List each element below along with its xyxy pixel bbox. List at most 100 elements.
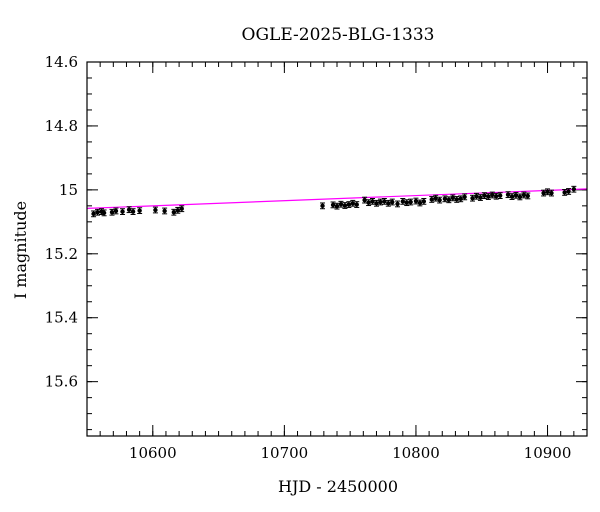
data-point — [446, 196, 452, 204]
point-marker — [91, 211, 96, 217]
x-tick-label: 10900 — [524, 444, 572, 462]
point-marker — [525, 193, 530, 199]
point-marker — [338, 202, 344, 207]
data-point — [120, 208, 126, 215]
point-marker — [334, 203, 340, 209]
data-point — [505, 191, 511, 199]
data-point — [421, 197, 427, 205]
point-marker — [330, 202, 336, 208]
point-marker — [113, 208, 119, 214]
data-point — [95, 208, 101, 216]
point-marker — [366, 200, 371, 205]
point-marker — [442, 196, 448, 202]
point-marker — [490, 192, 495, 198]
point-marker — [462, 194, 467, 200]
data-point — [346, 201, 352, 208]
point-marker — [378, 199, 383, 205]
point-marker — [354, 202, 359, 207]
data-point — [389, 198, 395, 206]
x-tick-label: 10800 — [392, 444, 440, 462]
point-marker — [458, 196, 463, 202]
plot-frame — [86, 61, 588, 437]
data-point — [334, 202, 340, 210]
point-marker — [374, 201, 379, 206]
data-point — [162, 207, 168, 215]
data-point — [377, 198, 383, 206]
point-marker — [175, 208, 180, 213]
y-tick-label: 15.6 — [45, 373, 78, 391]
data-point — [489, 191, 495, 199]
point-marker — [474, 194, 479, 199]
point-marker — [395, 201, 400, 207]
data-point — [450, 194, 456, 202]
data-points — [91, 185, 577, 218]
point-marker — [153, 207, 158, 213]
y-tick-label: 14.6 — [45, 53, 78, 71]
y-axis-label: I magnitude — [11, 201, 30, 299]
point-marker — [386, 201, 391, 206]
axis-ticks — [86, 61, 588, 436]
data-point — [571, 185, 577, 193]
data-point — [497, 192, 503, 199]
data-point — [485, 193, 491, 200]
data-point — [433, 194, 439, 202]
data-point — [442, 195, 448, 203]
model-line — [86, 188, 588, 210]
data-point — [179, 205, 185, 213]
y-tick-label: 15 — [59, 181, 78, 199]
data-point — [342, 202, 348, 209]
data-point — [470, 194, 476, 202]
point-marker — [454, 197, 459, 202]
data-point — [473, 192, 479, 200]
point-marker — [320, 203, 325, 209]
data-point — [137, 207, 143, 215]
point-marker — [470, 195, 475, 201]
data-point — [354, 201, 360, 208]
x-tick-label: 10700 — [261, 444, 309, 462]
data-point — [91, 210, 97, 218]
data-point — [330, 201, 336, 209]
data-point — [362, 196, 368, 204]
data-point — [493, 192, 499, 200]
data-point — [462, 193, 468, 201]
data-point — [171, 208, 177, 216]
data-point — [404, 199, 410, 207]
point-marker — [179, 206, 184, 211]
data-point — [113, 207, 119, 215]
point-marker — [509, 194, 515, 199]
data-point — [385, 199, 391, 207]
point-marker — [417, 200, 423, 206]
data-point — [545, 188, 551, 196]
data-point — [109, 208, 115, 216]
point-marker — [382, 199, 387, 204]
data-point — [130, 208, 136, 215]
point-marker — [566, 189, 571, 194]
point-marker — [545, 189, 550, 194]
point-marker — [497, 193, 503, 198]
data-point — [370, 197, 376, 205]
point-marker — [171, 210, 177, 215]
point-marker — [137, 208, 142, 213]
point-marker — [450, 195, 455, 201]
point-marker — [408, 199, 413, 205]
data-point — [566, 188, 572, 195]
data-point — [320, 202, 326, 210]
point-marker — [433, 195, 438, 201]
point-marker — [101, 210, 107, 216]
data-point — [413, 197, 419, 205]
point-marker — [370, 199, 375, 204]
data-point — [525, 192, 531, 200]
point-marker — [362, 197, 367, 203]
point-marker — [162, 208, 167, 214]
point-marker — [521, 192, 527, 198]
data-point — [338, 200, 344, 208]
y-tick-label: 15.2 — [45, 245, 78, 263]
point-marker — [486, 194, 491, 199]
data-point — [517, 193, 523, 201]
data-point — [381, 197, 387, 205]
x-axis-label: HJD - 2450000 — [278, 477, 398, 496]
point-marker — [429, 197, 434, 202]
data-point — [373, 199, 379, 207]
chart-title: OGLE-2025-BLG-1333 — [242, 25, 435, 45]
